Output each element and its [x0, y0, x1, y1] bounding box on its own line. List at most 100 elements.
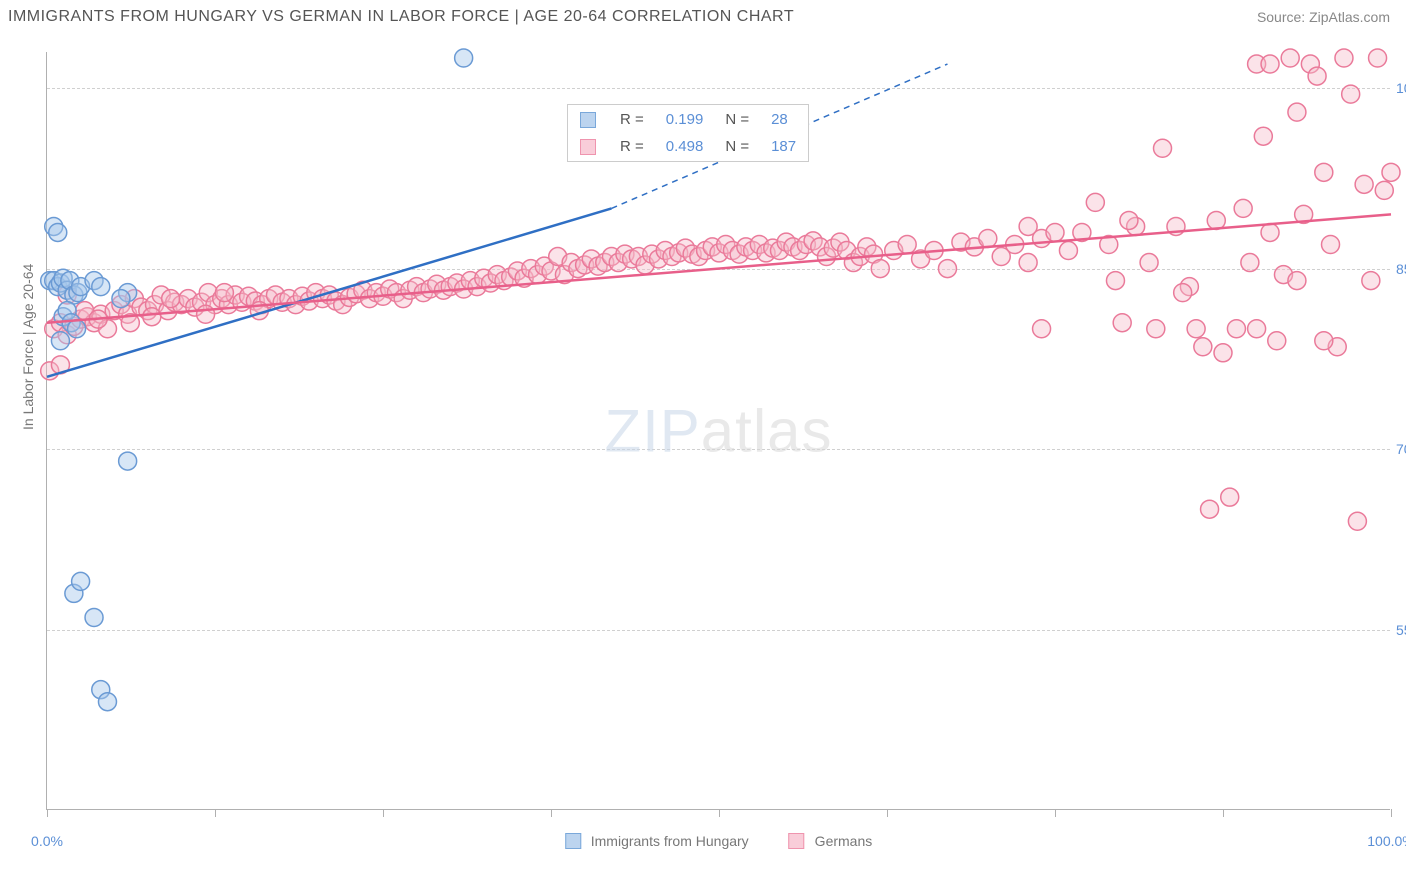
data-point — [1187, 320, 1205, 338]
x-tick — [1391, 809, 1392, 817]
data-point — [49, 223, 67, 241]
data-point — [1201, 500, 1219, 518]
data-point — [1046, 223, 1064, 241]
x-tick — [1055, 809, 1056, 817]
data-point — [938, 260, 956, 278]
legend-stats-row: R = 0.199 N = 28 — [570, 107, 806, 132]
stat-n-value: 187 — [761, 134, 806, 159]
data-point — [1348, 512, 1366, 530]
y-tick-label: 85.0% — [1396, 261, 1406, 277]
data-point — [1194, 338, 1212, 356]
data-point — [1342, 85, 1360, 103]
data-point — [68, 320, 86, 338]
x-tick — [1223, 809, 1224, 817]
y-tick-label: 55.0% — [1396, 622, 1406, 638]
legend-item: Immigrants from Hungary — [565, 833, 749, 849]
scatter-plot — [47, 52, 1390, 809]
data-point — [1268, 332, 1286, 350]
data-point — [1019, 254, 1037, 272]
data-point — [1335, 49, 1353, 67]
data-point — [1227, 320, 1245, 338]
y-axis-title: In Labor Force | Age 20-64 — [20, 264, 36, 430]
data-point — [1214, 344, 1232, 362]
data-point — [85, 608, 103, 626]
data-point — [1019, 217, 1037, 235]
data-point — [1369, 49, 1387, 67]
x-tick — [47, 809, 48, 817]
data-point — [1254, 127, 1272, 145]
data-point — [98, 693, 116, 711]
data-point — [979, 229, 997, 247]
data-point — [1147, 320, 1165, 338]
data-point — [1059, 242, 1077, 260]
data-point — [1261, 55, 1279, 73]
y-tick-label: 70.0% — [1396, 441, 1406, 457]
swatch-icon — [565, 833, 581, 849]
legend-label: Immigrants from Hungary — [591, 833, 749, 849]
legend-bottom: Immigrants from Hungary Germans — [565, 833, 873, 849]
swatch-icon — [580, 139, 596, 155]
stat-label: R = — [610, 134, 654, 159]
header: IMMIGRANTS FROM HUNGARY VS GERMAN IN LAB… — [0, 0, 1406, 34]
stat-r-value: 0.199 — [656, 107, 714, 132]
data-point — [1106, 272, 1124, 290]
chart-title: IMMIGRANTS FROM HUNGARY VS GERMAN IN LAB… — [8, 8, 794, 26]
data-point — [1281, 49, 1299, 67]
data-point — [1154, 139, 1172, 157]
data-point — [1308, 67, 1326, 85]
data-point — [197, 305, 215, 323]
data-point — [1113, 314, 1131, 332]
data-point — [1375, 181, 1393, 199]
data-point — [1362, 272, 1380, 290]
data-point — [1120, 211, 1138, 229]
x-tick — [383, 809, 384, 817]
data-point — [112, 290, 130, 308]
data-point — [1355, 175, 1373, 193]
data-point — [1315, 163, 1333, 181]
stat-label: R = — [610, 107, 654, 132]
data-point — [1315, 332, 1333, 350]
swatch-icon — [580, 112, 596, 128]
data-point — [1322, 236, 1340, 254]
data-point — [72, 572, 90, 590]
data-point — [1221, 488, 1239, 506]
stat-r-value: 0.498 — [656, 134, 714, 159]
data-point — [92, 278, 110, 296]
x-tick — [551, 809, 552, 817]
x-tick — [719, 809, 720, 817]
data-point — [1140, 254, 1158, 272]
data-point — [1086, 193, 1104, 211]
x-tick — [887, 809, 888, 817]
data-point — [871, 260, 889, 278]
stat-n-value: 28 — [761, 107, 806, 132]
data-point — [1288, 103, 1306, 121]
legend-item: Germans — [789, 833, 873, 849]
legend-label: Germans — [815, 833, 873, 849]
data-point — [1261, 223, 1279, 241]
source-label: Source: ZipAtlas.com — [1257, 9, 1390, 25]
data-point — [1174, 284, 1192, 302]
data-point — [1248, 320, 1266, 338]
data-point — [898, 236, 916, 254]
stat-label: N = — [715, 134, 759, 159]
swatch-icon — [789, 833, 805, 849]
chart-area: ZIPatlas R = 0.199 N = 28 R = 0.498 N = … — [46, 52, 1390, 810]
trend-line — [47, 214, 1391, 322]
data-point — [215, 284, 233, 302]
x-tick — [215, 809, 216, 817]
data-point — [162, 290, 180, 308]
data-point — [1382, 163, 1400, 181]
data-point — [1288, 272, 1306, 290]
data-point — [1234, 199, 1252, 217]
data-point — [455, 49, 473, 67]
data-point — [1033, 320, 1051, 338]
data-point — [1241, 254, 1259, 272]
x-tick-label: 0.0% — [31, 833, 63, 849]
data-point — [51, 332, 69, 350]
stat-label: N = — [715, 107, 759, 132]
legend-stats-row: R = 0.498 N = 187 — [570, 134, 806, 159]
data-point — [143, 308, 161, 326]
data-point — [119, 452, 137, 470]
y-tick-label: 100.0% — [1396, 80, 1406, 96]
x-tick-label: 100.0% — [1367, 833, 1406, 849]
